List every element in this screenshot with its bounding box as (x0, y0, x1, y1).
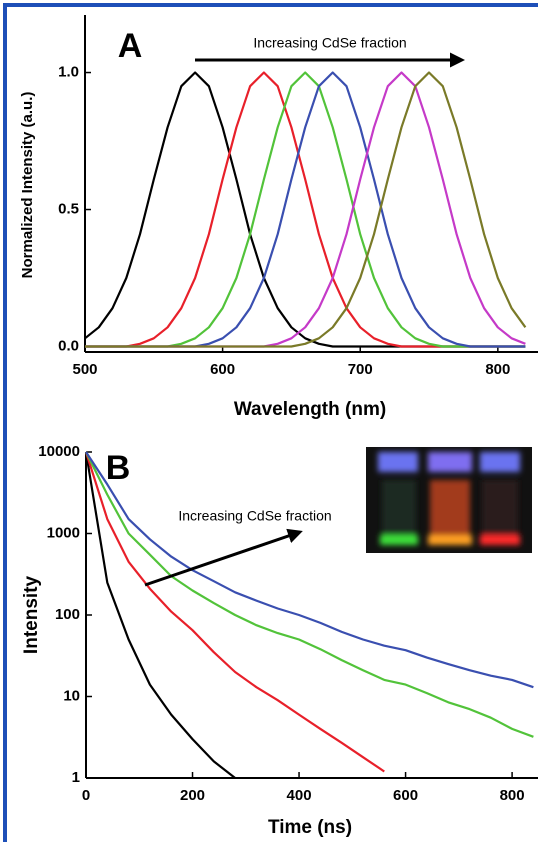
data-line (84, 451, 385, 773)
y-tick-label: 1000 (47, 524, 80, 541)
vial-cap (428, 452, 472, 472)
y-tick-label: 10000 (38, 443, 80, 460)
annotation: Increasing CdSe fraction (178, 508, 331, 524)
data-line (84, 451, 236, 779)
x-tick-label: 500 (72, 361, 97, 378)
inset-photo (366, 447, 532, 553)
vial-glow (380, 535, 418, 545)
frame-border (3, 3, 538, 842)
vial-glow (428, 535, 472, 545)
data-line (85, 451, 534, 738)
annotation-arrow (144, 528, 303, 587)
x-tick-label: 600 (393, 787, 418, 804)
x-tick-label: 800 (500, 787, 525, 804)
y-tick-label: 1 (72, 769, 80, 786)
x-tick-label: 600 (210, 361, 235, 378)
x-tick-label: 400 (287, 787, 312, 804)
x-axis-label: Time (ns) (268, 817, 352, 838)
vial-glow (480, 535, 520, 545)
data-line (85, 451, 534, 689)
data-line (85, 71, 527, 348)
x-tick-label: 700 (348, 361, 373, 378)
vial (382, 480, 416, 535)
vial (430, 480, 470, 535)
y-tick-label: 100 (55, 606, 80, 623)
x-tick-label: 0 (82, 787, 90, 804)
y-tick-label: 10 (63, 687, 80, 704)
y-axis-label: Normalized Intensity (a.u.) (19, 92, 36, 279)
y-tick-label: 1.0 (58, 64, 79, 81)
annotation: Increasing CdSe fraction (253, 35, 406, 51)
y-tick-label: 0.0 (58, 337, 79, 354)
y-tick-label: 0.5 (58, 200, 79, 217)
x-tick-label: 800 (485, 361, 510, 378)
x-axis-label: Wavelength (nm) (234, 399, 386, 420)
panel-label: A (118, 27, 143, 65)
y-axis-label: Intensity (21, 576, 42, 655)
panel-label: B (106, 449, 131, 487)
vial (482, 480, 518, 535)
x-tick-label: 200 (180, 787, 205, 804)
vial-cap (480, 452, 520, 472)
vial-cap (378, 452, 418, 472)
